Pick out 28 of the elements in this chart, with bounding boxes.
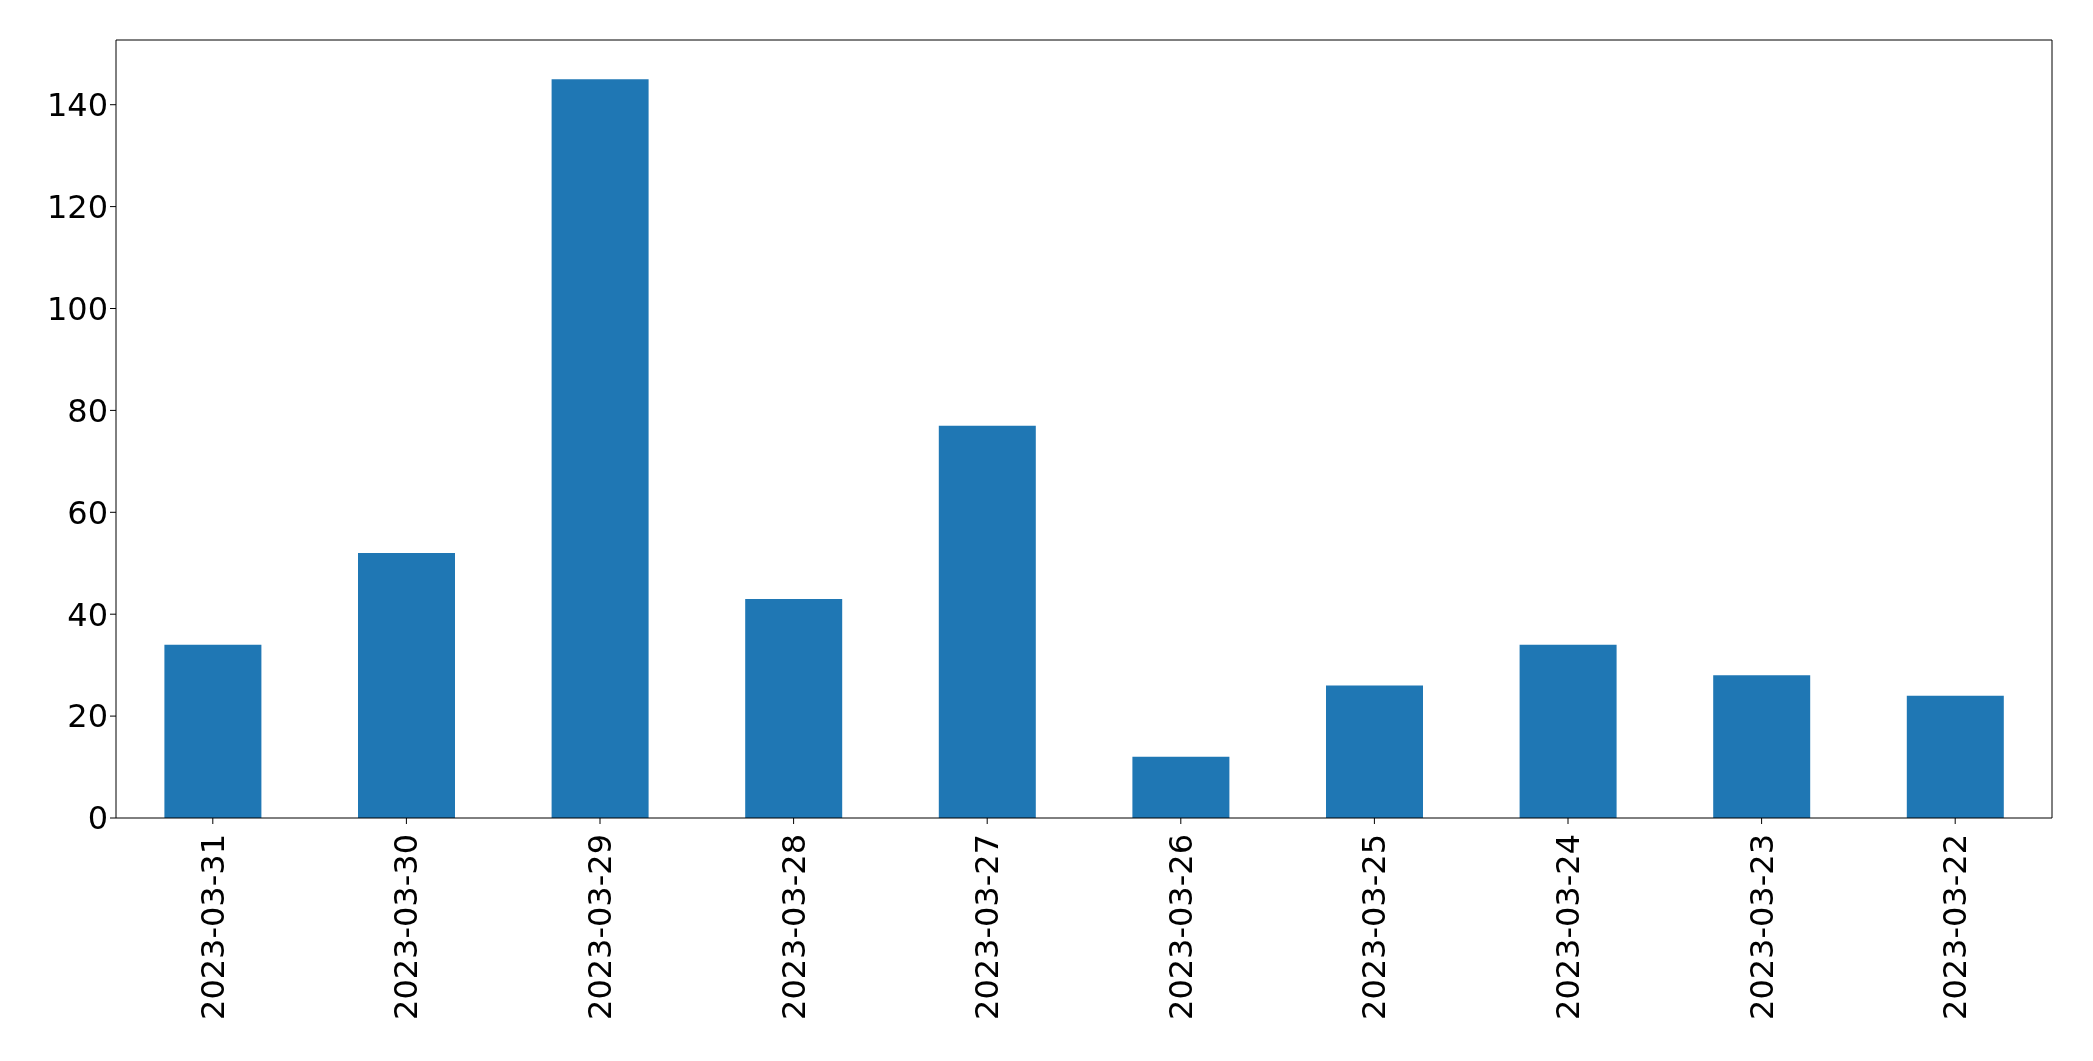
y-tick-label: 20: [67, 697, 108, 736]
x-tick-label: 2023-03-27: [968, 834, 1007, 1020]
x-tick-label: 2023-03-30: [387, 834, 426, 1020]
y-tick-label: 120: [46, 187, 108, 226]
y-tick-label: 40: [67, 595, 108, 634]
x-tick-label: 2023-03-29: [581, 834, 619, 1020]
x-tick-label: 2023-03-25: [1355, 834, 1394, 1020]
y-tick-label: 140: [46, 86, 108, 125]
x-tick-label: 2023-03-31: [193, 834, 232, 1020]
bar: [551, 79, 649, 818]
bar: [1326, 685, 1423, 818]
bar: [1519, 644, 1617, 818]
bar: [1132, 756, 1230, 818]
bar: [938, 425, 1036, 818]
bar: [164, 644, 262, 818]
y-tick-label: 80: [67, 391, 108, 430]
bar: [358, 553, 455, 818]
bar: [745, 598, 843, 818]
bar: [1906, 695, 2004, 818]
x-tick-label: 2023-03-23: [1742, 834, 1781, 1020]
y-tick-label: 0: [87, 799, 108, 838]
y-tick-label: 100: [46, 289, 108, 328]
x-tick-label: 2023-03-22: [1936, 834, 1975, 1020]
bar: [1713, 675, 1811, 818]
x-tick-label: 2023-03-24: [1549, 834, 1587, 1020]
y-tick-label: 60: [67, 493, 108, 532]
x-tick-label: 2023-03-28: [774, 834, 813, 1020]
x-tick-label: 2023-03-26: [1161, 834, 1200, 1020]
